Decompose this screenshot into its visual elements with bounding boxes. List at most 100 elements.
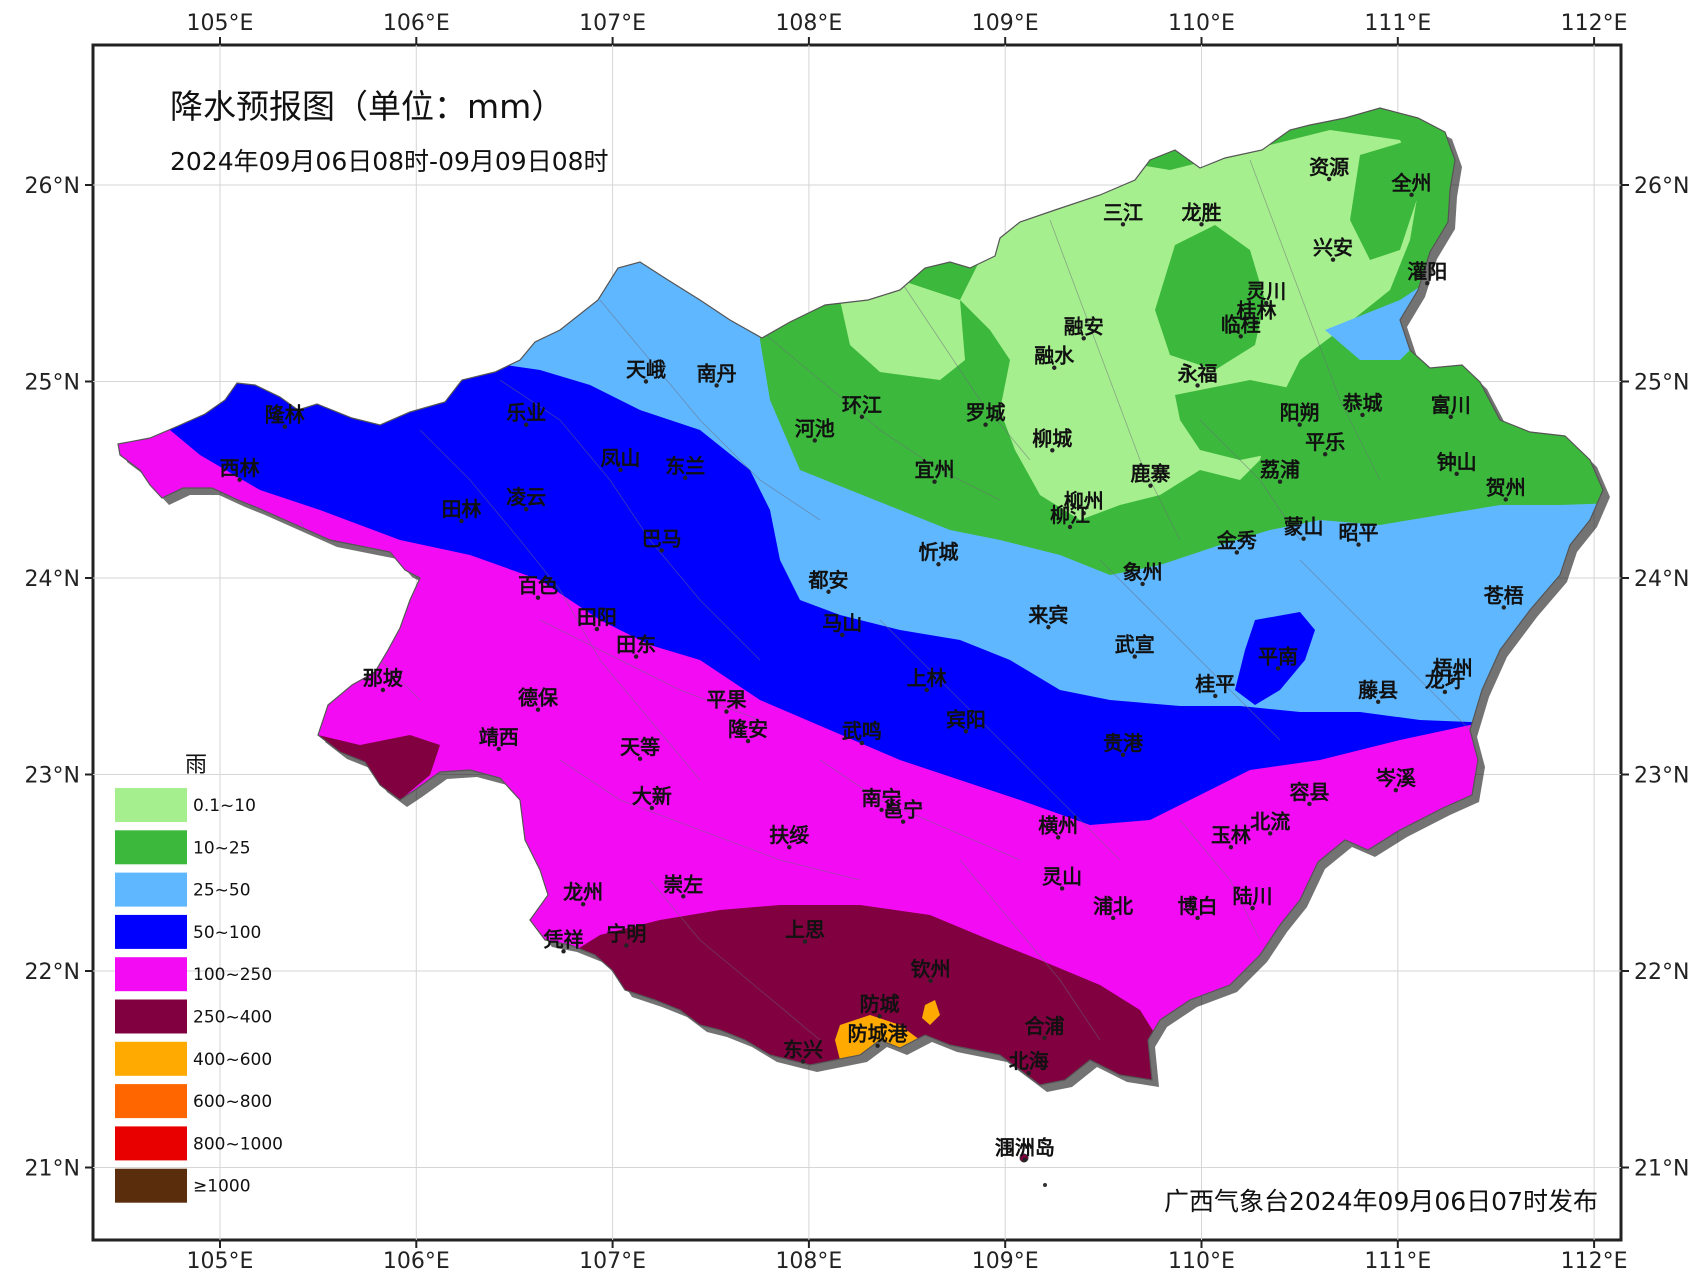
city-dot [936, 562, 941, 567]
city-dot [826, 589, 831, 594]
city-dot [637, 756, 643, 761]
city-label: 防城港 [848, 1022, 909, 1046]
city-label: 全州 [1391, 171, 1432, 195]
lon-tick-label-bottom: 109°E [972, 1249, 1039, 1274]
city-dot [859, 414, 865, 420]
lat-tick-label-right: 24°N [1634, 567, 1689, 592]
city-dot [875, 1043, 880, 1048]
city-label: 三江 [1103, 200, 1143, 224]
lon-tick-label-top: 108°E [775, 11, 842, 36]
lon-tick-label-top: 112°E [1561, 11, 1628, 36]
city-dot [535, 707, 541, 712]
city-dot [1250, 905, 1255, 911]
city-dot [1275, 666, 1281, 671]
city-label: 凤山 [600, 446, 640, 470]
legend-swatch [115, 957, 187, 992]
city-dot [649, 805, 655, 811]
legend-label: 10~25 [193, 838, 251, 858]
city-label: 环江 [842, 393, 882, 417]
city-dot [1238, 334, 1243, 339]
city-dot [1120, 752, 1126, 758]
legend-swatch [115, 1126, 187, 1161]
city-label: 巴马 [642, 526, 682, 550]
city-label: 龙胜 [1182, 200, 1222, 224]
city-dot [840, 632, 845, 638]
city-dot [1301, 536, 1306, 541]
city-label: 东兰 [665, 454, 705, 478]
legend-swatch [115, 1041, 187, 1076]
band-400-600-small [922, 1000, 940, 1025]
lat-tick-label-right: 26°N [1634, 174, 1689, 199]
city-dot [745, 738, 751, 744]
legend-swatch [115, 788, 187, 822]
city-dot [1501, 605, 1507, 610]
city-dot [1120, 222, 1126, 227]
axis-ticks: 105°E 105°E 106°E 106°E 107°E 107°E 108°E 108°E… [25, 11, 1690, 1274]
lat-tick-label-right: 21°N [1634, 1157, 1689, 1182]
city-dot [496, 746, 501, 752]
city-dot [1425, 281, 1430, 286]
city-label: 武宣 [1115, 633, 1155, 657]
lon-tick-label-top: 105°E [187, 11, 254, 36]
city-dot [800, 1059, 806, 1064]
city-dot [681, 894, 686, 899]
county-boundaries [299, 159, 1471, 1041]
city-label: 容县 [1289, 780, 1329, 804]
legend-label: 400~600 [193, 1050, 272, 1070]
lat-tick-label-left: 26°N [25, 174, 80, 199]
map-subtitle: 2024年09月06日08时-09月09日08时 [170, 147, 609, 176]
city-dot [1042, 1035, 1047, 1041]
city-label: 富川 [1431, 393, 1471, 417]
city-label: 梧州 [1433, 656, 1473, 680]
city-label: 崇左 [663, 872, 703, 896]
city-dot [1409, 192, 1414, 198]
legend-label: 250~400 [193, 1008, 272, 1028]
city-label: 贺州 [1486, 475, 1526, 499]
city-label: 岑溪 [1376, 766, 1417, 790]
city-label: 龙州 [563, 880, 603, 904]
city-dot [1264, 300, 1269, 306]
map-title: 降水预报图（单位：mm） [170, 87, 564, 126]
lon-tick-label-top: 107°E [579, 11, 646, 36]
city-dot [1442, 689, 1448, 695]
city-label: 平乐 [1305, 430, 1345, 454]
city-label: 防城 [860, 992, 900, 1016]
county-line [759, 329, 1001, 501]
city-dot [1454, 471, 1459, 477]
city-label: 百色 [518, 574, 558, 598]
city-label: 宜州 [915, 458, 955, 482]
city-dot [535, 595, 541, 600]
legend-swatch [115, 872, 187, 907]
city-label: 天峨 [626, 358, 666, 382]
county-line [899, 279, 1031, 461]
county-line [1049, 219, 1181, 541]
city-label: 钟山 [1437, 450, 1477, 474]
legend-title: 雨 [185, 753, 207, 778]
city-label: 合浦 [1024, 1014, 1064, 1038]
lat-tick-label-left: 24°N [25, 567, 80, 592]
lat-tick-label-left: 25°N [25, 371, 80, 396]
city-label: 苍梧 [1483, 583, 1524, 607]
lon-tick-label-top: 109°E [972, 11, 1039, 36]
band-250-400-napo [318, 735, 440, 800]
city-dot [1307, 801, 1312, 807]
city-dot [1056, 835, 1061, 840]
city-dot [877, 1013, 882, 1019]
city-label: 忻城 [918, 540, 958, 564]
city-label: 西林 [220, 456, 260, 480]
lat-tick-label-left: 23°N [25, 764, 80, 789]
city-dot [1046, 624, 1051, 630]
city-dot [282, 424, 287, 429]
city-dot [963, 729, 969, 734]
city-dot [643, 379, 649, 384]
city-dot [1195, 915, 1200, 921]
county-line [539, 619, 761, 721]
city-dot [524, 507, 529, 512]
city-label: 灌阳 [1407, 259, 1447, 283]
city-label: 平果 [706, 688, 746, 712]
issuer-note: 广西气象台2024年09月06日07时发布 [1164, 1187, 1598, 1216]
city-label: 柳江 [1050, 503, 1090, 527]
city-dot [724, 709, 729, 714]
